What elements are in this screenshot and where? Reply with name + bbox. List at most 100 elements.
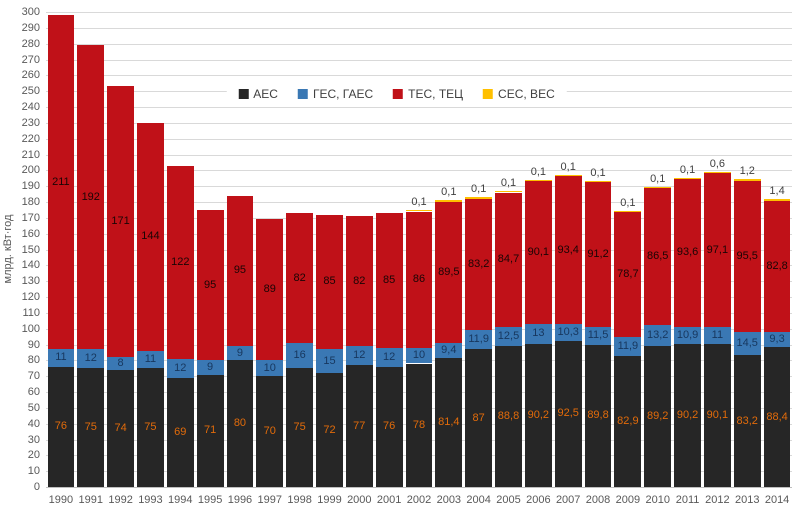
bar-2009-aes-label: 82,9 xyxy=(617,414,639,427)
x-tick-label-1994: 1994 xyxy=(168,494,193,506)
x-tick-label-2007: 2007 xyxy=(555,494,581,506)
bar-1999-ges-gaes-segment xyxy=(316,349,343,373)
legend-swatch-tes-tets xyxy=(393,89,404,99)
bar-1994-tes-tets-segment xyxy=(166,165,194,359)
gridline xyxy=(46,122,792,124)
bar-2014-ges-gaes-label: 9,3 xyxy=(769,333,785,346)
bar-1991-tes-tets-label: 192 xyxy=(81,190,100,203)
bar-1996-ges-gaes-label: 9 xyxy=(236,346,243,359)
bar-1998-ges-gaes-label: 16 xyxy=(293,349,306,362)
bar-2012-tes-tets-label: 97,1 xyxy=(706,243,729,256)
bar-2011-ses-ves-label: 0,1 xyxy=(679,163,696,176)
y-tick-label: 200 xyxy=(21,164,40,177)
bar-2003-tes-tets-segment xyxy=(435,201,463,344)
bar-2013-tes-tets-segment xyxy=(733,181,761,333)
bar-2006-tes-tets-segment xyxy=(524,180,552,324)
bar-2009-tes-tets-label: 78,7 xyxy=(617,268,639,281)
bar-2000-aes-segment xyxy=(345,365,373,487)
bar-2004-aes-segment xyxy=(465,349,493,487)
bar-2004-ges-gaes-segment xyxy=(465,330,493,350)
bar-2011-aes-segment xyxy=(674,344,701,487)
bar-2009-ges-gaes-segment xyxy=(614,336,642,356)
bar-2000-ges-gaes-segment xyxy=(345,346,373,366)
bar-2010-aes-segment xyxy=(644,345,672,487)
bar-2009-ses-ves-segment xyxy=(614,211,642,213)
legend-swatch-aes xyxy=(238,89,249,99)
bar-1991-ges-gaes-label: 12 xyxy=(84,352,97,365)
bar-2002-ses-ves-segment xyxy=(405,210,433,212)
y-tick-label: 210 xyxy=(21,148,40,161)
bar-2007-ses-ves-label: 0,1 xyxy=(560,161,576,174)
x-tick-label-1999: 1999 xyxy=(317,494,342,506)
bar-2008-aes-label: 89,8 xyxy=(587,409,609,422)
bar-1995-aes-label: 71 xyxy=(203,424,217,437)
legend-label: СЕС, ВЕС xyxy=(498,87,555,101)
bar-2008-ses-ves-segment xyxy=(584,181,612,183)
bar-1994-ges-gaes-label: 12 xyxy=(174,361,187,374)
bar-2010-ses-ves-label: 0,1 xyxy=(650,172,666,185)
gridline xyxy=(46,27,792,29)
y-tick-label: 0 xyxy=(33,481,40,493)
x-tick-label-2008: 2008 xyxy=(585,494,611,506)
bar-2011-ses-ves-segment xyxy=(674,177,701,179)
y-tick-label: 80 xyxy=(27,354,40,367)
bar-1993-aes-label: 75 xyxy=(144,421,157,434)
bar-2001-ges-gaes-segment xyxy=(375,347,403,367)
y-tick-label: 120 xyxy=(21,291,40,303)
bar-2000-ges-gaes-label: 12 xyxy=(353,349,366,362)
bar-2005-tes-tets-label: 84,7 xyxy=(497,253,520,266)
bar-2007-aes-label: 92,5 xyxy=(557,407,579,420)
bar-1991-tes-tets-segment xyxy=(77,45,105,350)
legend-item-aes: АЕС xyxy=(238,87,278,101)
bar-2010-tes-tets-label: 86,5 xyxy=(647,249,669,262)
bar-2000-tes-tets-segment xyxy=(345,216,373,347)
x-tick-label-2000: 2000 xyxy=(347,494,372,506)
bar-1990-ges-gaes-segment xyxy=(47,349,75,367)
bar-2007-ses-ves-segment xyxy=(554,175,582,177)
bar-2011-tes-tets-segment xyxy=(674,178,701,327)
bar-2013-ges-gaes-segment xyxy=(733,332,761,356)
bar-1995-tes-tets-label: 95 xyxy=(203,278,217,291)
bar-1992-tes-tets-segment xyxy=(107,86,134,358)
x-tick-label-2010: 2010 xyxy=(645,494,670,506)
bar-2007-tes-tets-segment xyxy=(554,176,582,325)
bar-1994-ges-gaes-segment xyxy=(166,358,194,378)
bar-2014-tes-tets-segment xyxy=(763,201,791,333)
bar-1997-tes-tets-segment xyxy=(256,219,284,361)
y-tick-label: 280 xyxy=(21,37,40,50)
bar-2008-tes-tets-label: 91,2 xyxy=(587,247,609,260)
bar-2004-ses-ves-label: 0,1 xyxy=(471,183,487,196)
x-tick-label-2002: 2002 xyxy=(406,494,432,506)
bar-2012-ses-ves-segment xyxy=(703,171,731,174)
bar-1995-ges-gaes-label: 9 xyxy=(207,360,214,373)
bar-1991-aes-segment xyxy=(77,368,105,487)
bar-2004-ses-ves-segment xyxy=(465,197,493,199)
y-tick-label: 140 xyxy=(21,259,40,272)
legend-swatch-ses-ves xyxy=(483,89,494,99)
bar-2014-ses-ves-segment xyxy=(763,198,791,202)
bar-2004-ges-gaes-label: 11,9 xyxy=(468,333,489,346)
y-tick-label: 60 xyxy=(27,386,40,398)
bar-2002-tes-tets-segment xyxy=(405,211,433,348)
bar-2005-ses-ves-segment xyxy=(495,191,522,193)
bar-1999-ges-gaes-label: 15 xyxy=(323,354,336,367)
y-tick-label: 290 xyxy=(21,21,40,34)
bar-2011-tes-tets-label: 93,6 xyxy=(676,246,699,259)
bar-1990-aes-segment xyxy=(47,366,75,487)
y-tick-label: 190 xyxy=(21,180,40,193)
bar-2013-ges-gaes-label: 14,5 xyxy=(736,337,758,350)
bar-1991-ges-gaes-segment xyxy=(77,349,105,369)
bar-1997-tes-tets-label: 89 xyxy=(263,283,276,296)
y-tick-label: 40 xyxy=(27,417,40,430)
bar-1994-aes-segment xyxy=(166,377,194,487)
y-tick-label: 70 xyxy=(27,370,40,383)
bar-2007-ges-gaes-label: 10,3 xyxy=(557,325,579,338)
bar-2000-aes-label: 77 xyxy=(353,419,366,432)
bar-1999-aes-segment xyxy=(316,373,343,487)
bar-2003-tes-tets-label: 89,5 xyxy=(438,265,460,278)
bar-2003-ges-gaes-segment xyxy=(435,343,463,359)
bar-2003-ges-gaes-label: 9,4 xyxy=(441,344,457,357)
bar-2002-ges-gaes-label: 10 xyxy=(412,349,426,362)
y-tick-label: 30 xyxy=(27,433,40,446)
bar-1998-aes-label: 75 xyxy=(293,421,306,434)
